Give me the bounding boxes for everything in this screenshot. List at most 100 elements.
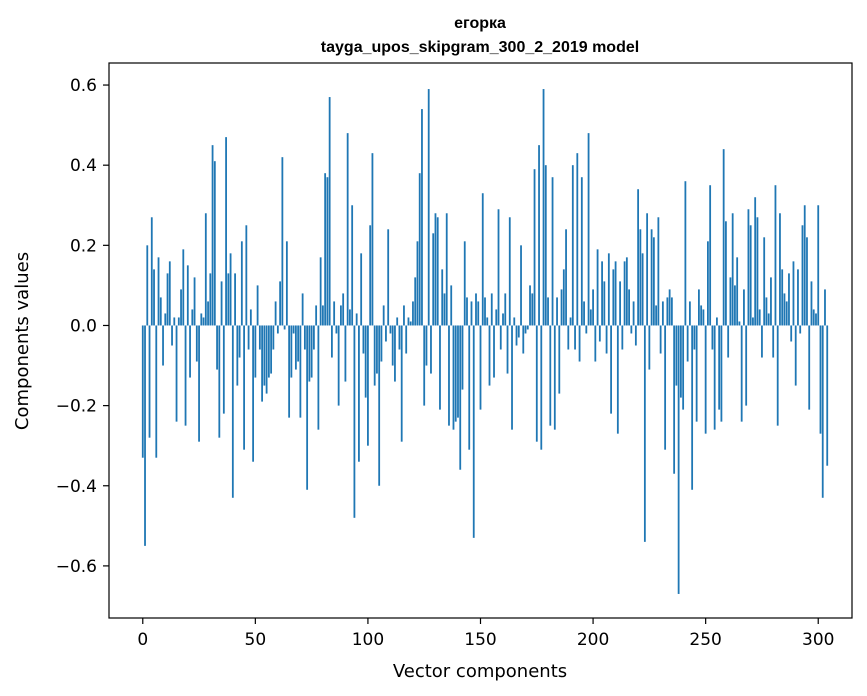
bar <box>177 317 180 326</box>
bar <box>515 325 518 346</box>
bar <box>529 285 531 326</box>
bar <box>765 297 768 326</box>
bar <box>551 177 554 326</box>
bar <box>220 281 223 326</box>
bar <box>184 325 187 426</box>
bar <box>353 325 356 518</box>
bar <box>688 301 691 326</box>
bar <box>355 313 358 326</box>
bar <box>637 189 640 326</box>
bar <box>675 325 678 386</box>
bar <box>180 289 182 326</box>
bar <box>344 325 347 382</box>
bar <box>754 197 757 326</box>
bar <box>263 325 266 386</box>
bar <box>743 289 745 326</box>
y-tick-label: 0.0 <box>70 316 97 336</box>
bar <box>421 109 423 326</box>
bar <box>461 325 464 390</box>
bar <box>511 325 513 430</box>
bar <box>249 309 252 326</box>
bar <box>299 325 302 418</box>
bar <box>794 325 797 386</box>
bar <box>387 229 390 326</box>
bar <box>761 325 763 358</box>
bar <box>166 273 169 326</box>
bar <box>722 149 725 326</box>
bar <box>538 145 540 326</box>
bar <box>758 309 761 326</box>
bar <box>319 257 322 326</box>
bar <box>211 145 214 326</box>
bar <box>245 225 248 326</box>
bar <box>312 325 315 350</box>
bar <box>213 161 216 326</box>
bar <box>652 237 655 326</box>
bar <box>560 289 563 326</box>
bar <box>466 297 468 326</box>
x-tick-label: 300 <box>802 630 834 650</box>
bar <box>479 325 482 410</box>
bar <box>403 305 405 326</box>
bar <box>207 301 209 326</box>
bar <box>146 245 149 326</box>
bar <box>583 301 585 326</box>
bar <box>317 325 320 430</box>
y-axis-label: Components values <box>12 252 33 430</box>
bar <box>439 325 441 410</box>
bar <box>803 205 806 326</box>
bar <box>285 241 288 326</box>
bar <box>283 325 286 330</box>
bar <box>585 325 588 334</box>
bar <box>396 317 399 326</box>
bar <box>749 225 752 326</box>
bar <box>716 317 718 326</box>
bar <box>695 325 698 422</box>
bar <box>558 325 561 394</box>
bar <box>358 325 360 462</box>
bar <box>531 293 534 326</box>
bar <box>378 325 381 486</box>
bar <box>376 325 378 374</box>
bar <box>150 217 153 326</box>
y-tick-label: −0.6 <box>56 557 97 577</box>
bar <box>517 325 520 338</box>
bar <box>707 241 709 326</box>
bar <box>524 325 527 334</box>
bar <box>240 241 243 326</box>
bar <box>297 325 300 362</box>
bar <box>258 325 261 350</box>
y-tick-label: 0.2 <box>70 236 97 256</box>
bar <box>736 257 739 326</box>
bar <box>308 325 311 382</box>
bar <box>547 297 549 326</box>
bar <box>463 241 466 326</box>
bar <box>810 281 813 326</box>
bar <box>430 325 432 374</box>
bar <box>488 325 491 386</box>
bar <box>639 229 642 326</box>
bar <box>337 325 340 406</box>
bar <box>607 253 610 326</box>
bar <box>684 181 687 326</box>
y-tick-label: −0.4 <box>56 477 97 497</box>
bar <box>565 229 567 326</box>
bar <box>394 325 396 382</box>
bar <box>452 325 455 430</box>
bar <box>288 325 291 418</box>
bar <box>385 325 387 342</box>
bar <box>630 325 633 334</box>
bar <box>596 249 599 326</box>
bar <box>231 325 234 498</box>
bar <box>346 133 349 326</box>
bar <box>342 293 345 326</box>
bar <box>222 325 225 414</box>
bar <box>200 313 203 326</box>
bar <box>412 301 414 326</box>
bar <box>819 325 822 434</box>
bar <box>666 297 669 326</box>
bar <box>234 273 236 326</box>
bar <box>664 325 667 450</box>
bar <box>351 205 354 326</box>
